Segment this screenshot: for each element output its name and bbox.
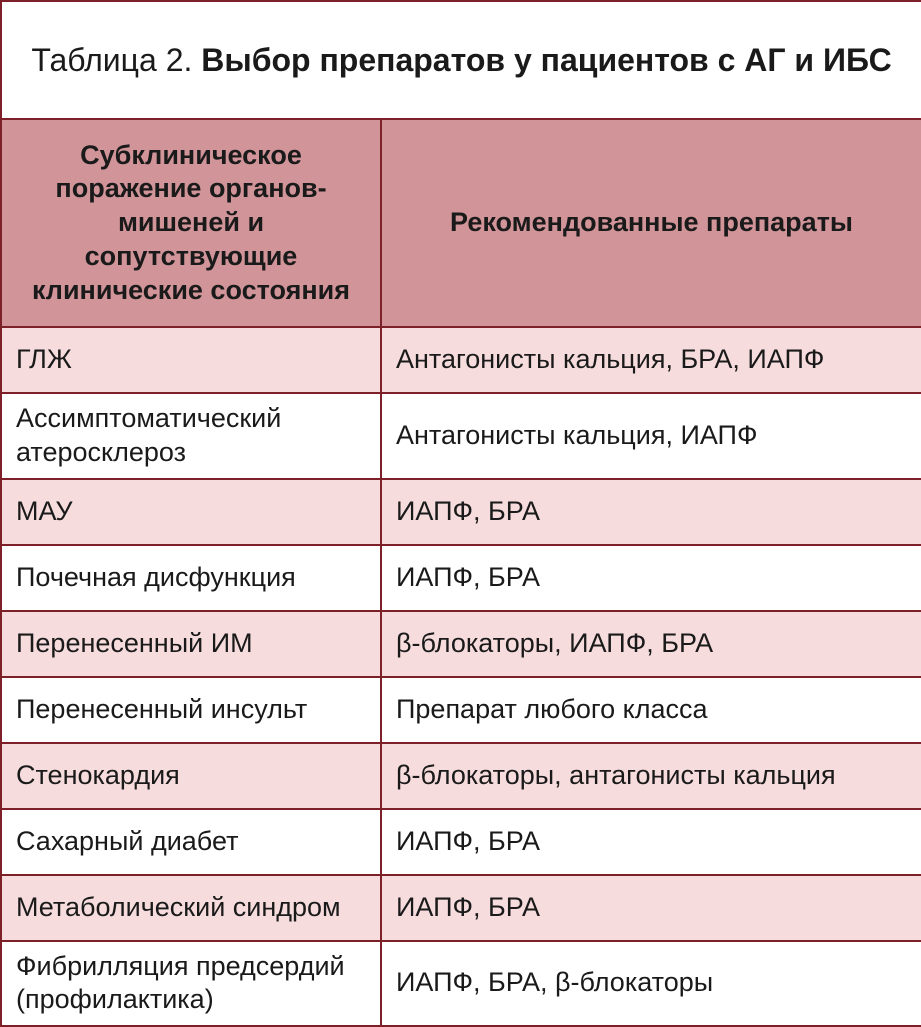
condition-cell: Ассимптоматический атеросклероз — [1, 393, 381, 479]
recommendation-cell: β-блокаторы, ИАПФ, БРА — [381, 611, 921, 677]
header-row: Субклиническое поражение органов-мишеней… — [1, 119, 921, 327]
table-row: Перенесенный инсультПрепарат любого клас… — [1, 677, 921, 743]
recommendation-cell: Антагонисты кальция, БРА, ИАПФ — [381, 327, 921, 393]
condition-cell: Фибрилляция предсердий (профилактика) — [1, 941, 381, 1027]
table-row: Ассимптоматический атеросклерозАнтагонис… — [1, 393, 921, 479]
table-row: Почечная дисфункцияИАПФ, БРА — [1, 545, 921, 611]
condition-cell: МАУ — [1, 479, 381, 545]
recommendation-cell: β-блокаторы, антагонисты кальция — [381, 743, 921, 809]
condition-cell: ГЛЖ — [1, 327, 381, 393]
recommendation-cell: ИАПФ, БРА — [381, 875, 921, 941]
table-row: Перенесенный ИМβ-блокаторы, ИАПФ, БРА — [1, 611, 921, 677]
recommendation-cell: ИАПФ, БРА — [381, 479, 921, 545]
drug-selection-table: Таблица 2. Выбор препаратов у пациентов … — [0, 0, 921, 1027]
table-row: ГЛЖАнтагонисты кальция, БРА, ИАПФ — [1, 327, 921, 393]
condition-cell: Метаболический синдром — [1, 875, 381, 941]
table-row: МАУИАПФ, БРА — [1, 479, 921, 545]
condition-cell: Стенокардия — [1, 743, 381, 809]
recommendation-cell: Препарат любого класса — [381, 677, 921, 743]
table-row: Метаболический синдромИАПФ, БРА — [1, 875, 921, 941]
title-row: Таблица 2. Выбор препаратов у пациентов … — [1, 1, 921, 119]
header-condition: Субклиническое поражение органов-мишеней… — [1, 119, 381, 327]
header-recommendation: Рекомендованные препараты — [381, 119, 921, 327]
table-row: Фибрилляция предсердий (профилактика)ИАП… — [1, 941, 921, 1027]
condition-cell: Перенесенный ИМ — [1, 611, 381, 677]
condition-cell: Почечная дисфункция — [1, 545, 381, 611]
title-bold: Выбор препаратов у пациентов с АГ и ИБС — [201, 42, 891, 78]
table-row: Стенокардияβ-блокаторы, антагонисты каль… — [1, 743, 921, 809]
title-prefix: Таблица 2. — [31, 42, 201, 78]
condition-cell: Перенесенный инсульт — [1, 677, 381, 743]
recommendation-cell: ИАПФ, БРА — [381, 545, 921, 611]
table-title-cell: Таблица 2. Выбор препаратов у пациентов … — [1, 1, 921, 119]
recommendation-cell: ИАПФ, БРА, β-блокаторы — [381, 941, 921, 1027]
recommendation-cell: Антагонисты кальция, ИАПФ — [381, 393, 921, 479]
